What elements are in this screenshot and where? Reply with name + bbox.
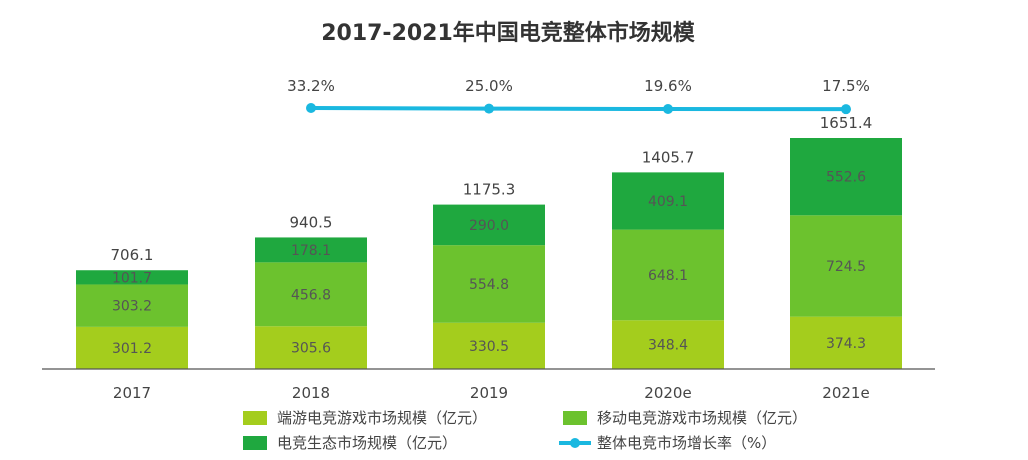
growth-rate-point [484, 103, 494, 114]
bar-segment-2017-2 [76, 284, 188, 327]
bar-total-label: 1405.7 [642, 148, 695, 166]
growth-rate-label: 19.6% [644, 77, 692, 95]
x-tick-label: 2020e [644, 384, 691, 402]
legend-label: 端游电竞游戏市场规模（亿元） [277, 409, 487, 427]
bar-value-label: 290.0 [469, 218, 509, 234]
bar-value-label: 456.8 [291, 287, 331, 303]
bar-value-label: 330.5 [469, 339, 509, 355]
bar-value-label: 101.7 [112, 270, 152, 286]
bar-segment-2019-3 [433, 204, 545, 246]
legend: 端游电竞游戏市场规模（亿元） 移动电竞游戏市场规模（亿元） 电竞生态市场规模（亿元）… [243, 409, 807, 452]
bar-total-label: 1175.3 [463, 181, 516, 199]
growth-rate-label: 33.2% [287, 77, 335, 95]
bar-value-label: 178.1 [291, 243, 331, 259]
bar-segment-2018-1 [255, 326, 367, 369]
bar-total-label: 706.1 [111, 246, 154, 264]
growth-rate-point [306, 103, 316, 113]
bar-total-label: 940.5 [290, 213, 333, 231]
legend-swatch [243, 436, 267, 450]
bar-value-label: 554.8 [469, 277, 509, 293]
bar-value-label: 374.3 [826, 336, 866, 352]
bar-value-label: 409.1 [648, 194, 688, 210]
x-tick-label: 2017 [113, 384, 151, 402]
bars: 301.2 303.2 101.7 706.1 305.6 456.8 178.1 940.5… [76, 114, 902, 369]
legend-label: 移动电竞游戏市场规模（亿元） [597, 409, 807, 427]
legend-label: 整体电竞市场增长率（%） [597, 434, 776, 452]
x-axis-ticks: 2017 2018 2019 2020e 2021e [113, 384, 870, 402]
bar-total-label: 1651.4 [820, 114, 873, 132]
bar-segment-2020e-1 [612, 320, 724, 369]
bar-segment-2019-1 [433, 322, 545, 369]
bar-segment-2021e-1 [790, 316, 902, 369]
bar-value-label: 301.2 [112, 341, 152, 357]
growth-rate-polyline [310, 106, 847, 112]
growth-rate-point [841, 104, 851, 115]
bar-value-label: 303.2 [112, 299, 152, 315]
bar-segment-2018-2 [255, 262, 367, 327]
legend-line-marker [570, 438, 580, 448]
bar-segment-2020e-2 [612, 229, 724, 321]
growth-rate-label: 25.0% [465, 77, 513, 95]
x-tick-label: 2019 [470, 384, 508, 402]
bar-segment-2021e-3 [790, 138, 902, 216]
bar-value-label: 305.6 [291, 341, 331, 357]
growth-rate-label: 17.5% [822, 77, 870, 95]
bar-segment-2017-3 [76, 270, 188, 285]
x-tick-label: 2021e [822, 384, 869, 402]
chart-title: 2017-2021年中国电竞整体市场规模 [321, 20, 696, 46]
growth-rate-point [663, 104, 673, 115]
legend-swatch [243, 411, 267, 425]
bar-value-label: 648.1 [648, 268, 688, 284]
bar-segment-2018-3 [255, 237, 367, 263]
bar-segment-2020e-3 [612, 172, 724, 230]
bar-segment-2017-1 [76, 326, 188, 369]
bar-value-label: 724.5 [826, 259, 866, 275]
bar-value-label: 552.6 [826, 170, 866, 186]
legend-label: 电竞生态市场规模（亿元） [277, 434, 457, 452]
bar-segment-2021e-2 [790, 215, 902, 317]
bar-value-label: 348.4 [648, 338, 688, 354]
legend-swatch [563, 411, 587, 425]
growth-rate-line: 33.2% 25.0% 19.6% 17.5% [287, 77, 870, 115]
bar-segment-2019-2 [433, 245, 545, 323]
x-tick-label: 2018 [292, 384, 330, 402]
